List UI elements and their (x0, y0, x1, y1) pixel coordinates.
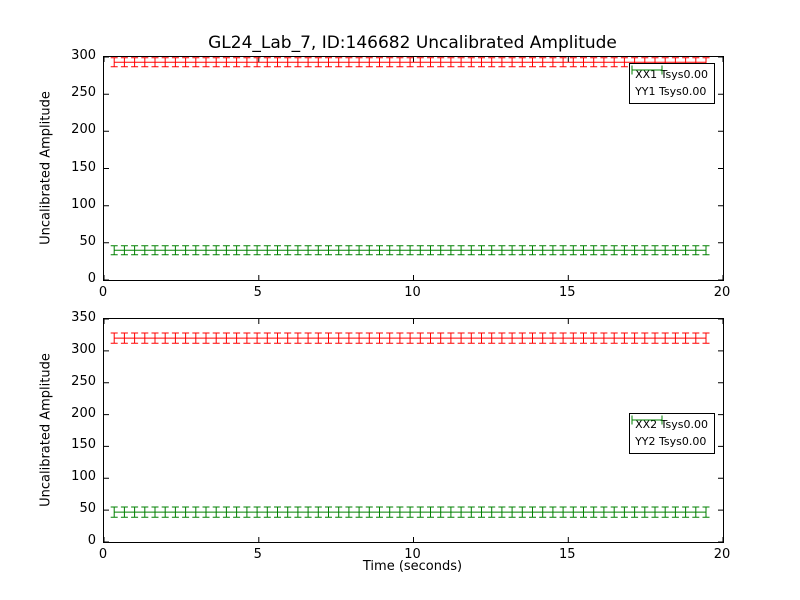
y-tick-label: 200 (71, 122, 96, 138)
y-tick-label: 50 (79, 233, 96, 249)
x-tick-label: 15 (558, 285, 576, 300)
legend-errorbar-sample-icon (631, 65, 663, 75)
legend-bottom: XX2 Tsys0.00 YY2 Tsys0.00 (629, 413, 715, 454)
x-axis-label: Time (seconds) (362, 559, 463, 574)
x-tick-label: 5 (253, 547, 262, 562)
y-tick-label: 350 (71, 310, 96, 325)
figure-title: GL24_Lab_7, ID:146682 Uncalibrated Ampli… (208, 33, 617, 53)
legend-top: XX1 Tsys0.00 YY1 Tsys0.00 (629, 63, 715, 104)
y-tick-label: 250 (71, 85, 96, 101)
x-tick-label: 20 (713, 285, 731, 300)
series-line-xx2 (110, 332, 710, 344)
x-tick-label: 10 (404, 547, 421, 562)
legend-label: YY1 Tsys0.00 (635, 85, 707, 98)
y-tick-label: 100 (71, 196, 96, 212)
legend-item: YY2 Tsys0.00 (631, 415, 708, 450)
x-tick-label: 10 (404, 285, 421, 300)
series-line-xx1 (110, 57, 710, 68)
series-line-yy2 (110, 506, 710, 518)
legend-label: YY2 Tsys0.00 (635, 435, 707, 448)
tick-marks (104, 319, 723, 542)
legend-errorbar-sample-icon (631, 415, 663, 425)
series-line-yy1 (110, 245, 710, 256)
plot-area-bottom (104, 319, 723, 542)
x-tick-label: 20 (713, 547, 731, 562)
legend-marker-icon (631, 415, 663, 425)
y-tick-label: 300 (71, 341, 96, 357)
legend-item: YY1 Tsys0.00 (631, 65, 708, 100)
y-tick-label: 0 (87, 533, 96, 548)
x-tick-label: 15 (558, 547, 576, 562)
x-tick-label: 0 (98, 547, 108, 562)
tick-marks (104, 57, 723, 280)
axes-frame-top: XX1 Tsys0.00 YY1 Tsys0.00 (103, 56, 724, 281)
y-tick-label: 300 (71, 48, 96, 63)
y-tick-label: 250 (71, 373, 96, 389)
x-tick-label: 0 (98, 285, 108, 300)
y-tick-label: 50 (79, 501, 96, 517)
y-tick-label: 0 (87, 271, 96, 286)
axes-frame-bottom: XX2 Tsys0.00 YY2 Tsys0.00 (103, 318, 724, 543)
y-tick-label: 150 (71, 159, 96, 175)
plot-area-top (104, 57, 723, 280)
legend-label: XX2 Tsys0.00 (635, 418, 708, 431)
legend-marker-icon (631, 65, 663, 75)
y-tick-label: 150 (71, 437, 96, 453)
y-tick-label: 200 (71, 405, 96, 421)
legend-label: XX1 Tsys0.00 (635, 68, 708, 81)
x-tick-label: 5 (253, 285, 262, 300)
y-tick-label: 100 (71, 469, 96, 485)
